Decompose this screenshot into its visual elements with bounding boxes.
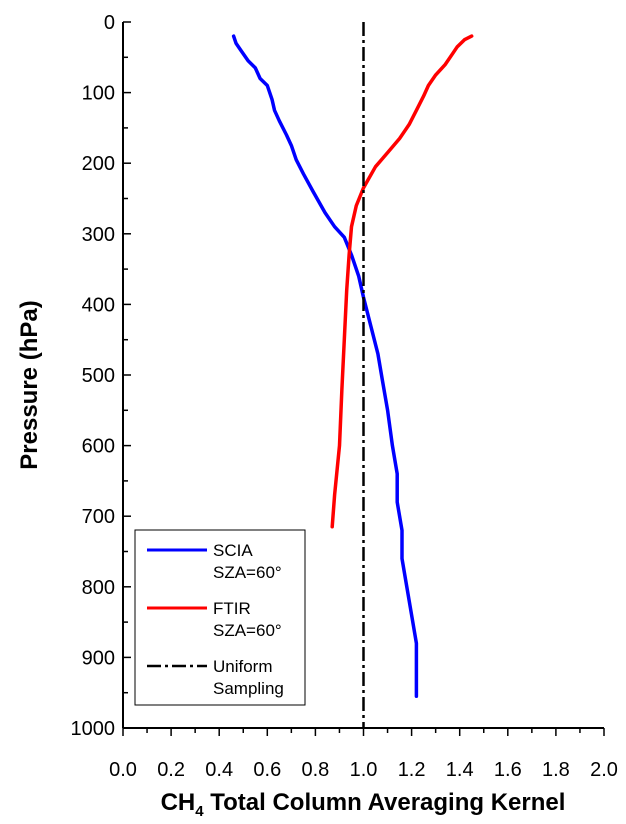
y-tick-label: 100 (82, 83, 115, 105)
y-tick-label: 200 (82, 153, 115, 175)
legend: SCIA SZA=60° FTIR SZA=60° Uniform Sampling (134, 529, 306, 706)
legend-items: SCIA SZA=60° FTIR SZA=60° Uniform Sampling (147, 541, 284, 698)
x-axis-title-main: CH (161, 789, 196, 816)
legend-label: SCIA (213, 541, 253, 560)
y-tick-label: 500 (82, 365, 115, 387)
axes-layer: 0 100 200 300 400 500 600 700 800 900 1000 0.0 0.2 0.… (71, 12, 618, 781)
x-axis-title-subscript: 4 (195, 803, 204, 820)
x-tick-label: 1.0 (350, 759, 378, 781)
x-tick-label: 1.8 (542, 759, 570, 781)
y-tick-label: 300 (82, 224, 115, 246)
x-axis-title-rest: Total Column Averaging Kernel (204, 789, 566, 816)
plot-area: 0 100 200 300 400 500 600 700 800 900 1000 0.0 0.2 0.… (71, 12, 618, 781)
legend-box (134, 529, 306, 706)
y-tick-label: 800 (82, 577, 115, 599)
y-tick-label: 900 (82, 647, 115, 669)
x-tick-label: 0.0 (109, 759, 137, 781)
x-axis-title: CH4 Total Column Averaging Kernel (161, 789, 566, 820)
y-tick-label: 1000 (71, 718, 116, 740)
x-tick-label: 1.4 (446, 759, 474, 781)
y-tick-label: 400 (82, 294, 115, 316)
x-tick-label: 0.2 (157, 759, 185, 781)
series-layer (231, 22, 474, 728)
series-line-ftir (330, 34, 474, 529)
x-tick-label: 1.6 (494, 759, 522, 781)
x-tick-label: 0.4 (205, 759, 233, 781)
y-axis-title: Pressure (hPa) (16, 300, 43, 469)
legend-label: Uniform (213, 657, 273, 676)
legend-label-line2: SZA=60° (213, 621, 282, 640)
legend-label-line2: Sampling (213, 679, 284, 698)
x-tick-label: 0.6 (253, 759, 281, 781)
legend-label-line2: SZA=60° (213, 563, 282, 582)
x-tick-label: 0.8 (301, 759, 329, 781)
y-tick-label: 0 (104, 12, 115, 34)
x-tick-label: 2.0 (590, 759, 618, 781)
legend-label: FTIR (213, 599, 251, 618)
y-tick-label: 600 (82, 436, 115, 458)
x-tick-label: 1.2 (398, 759, 426, 781)
y-tick-label: 700 (82, 506, 115, 528)
series-line-scia (231, 34, 419, 698)
